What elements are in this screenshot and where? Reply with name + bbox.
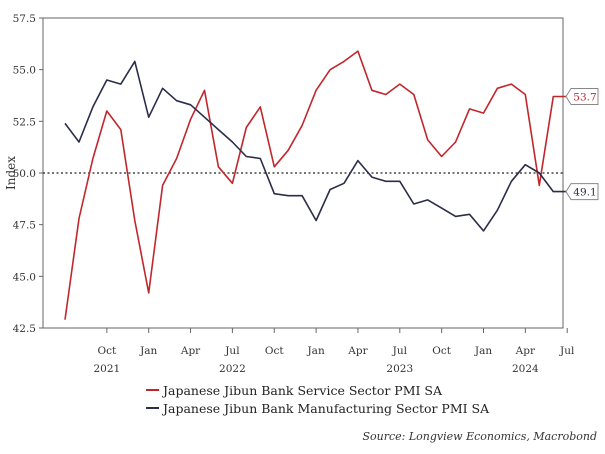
y-tick-label: 47.5 (13, 220, 36, 232)
x-tick-label: Apr (347, 345, 368, 357)
y-tick-label: 42.5 (13, 323, 36, 335)
x-tick-label: Oct (432, 345, 451, 357)
x-tick-label: Apr (180, 345, 201, 357)
last-value-tag (565, 88, 599, 106)
x-tick-label: Jul (224, 345, 240, 357)
y-tick-label: 45.0 (13, 271, 36, 283)
legend-item-service: Japanese Jibun Bank Service Sector PMI S… (146, 383, 442, 398)
service-pmi-line (64, 50, 568, 320)
x-tick-label: Apr (515, 345, 536, 357)
source-note: Source: Longview Economics, Macrobond (362, 430, 597, 443)
x-tick-label: Oct (97, 345, 116, 357)
x-year-label: 2023 (386, 363, 413, 375)
legend-label-service: Japanese Jibun Bank Service Sector PMI S… (163, 383, 443, 398)
x-tick-label: Jan (139, 345, 157, 357)
y-axis-label: Index (4, 156, 18, 190)
x-tick-label: Oct (265, 345, 284, 357)
x-tick-label: Jul (559, 345, 575, 357)
y-tick-label: 55.0 (13, 65, 36, 77)
y-tick-label: 57.5 (13, 13, 36, 25)
x-tick-label: Jan (306, 345, 324, 357)
last-value-tag (565, 183, 599, 201)
chart-area: 42.5 45.0 47.5 50.0 52.5 55.0 57.5 Index Oct 2021… (4, 13, 599, 375)
last-value-label: 49.1 (573, 187, 596, 199)
x-year-label: 2021 (93, 363, 120, 375)
x-tick-label: Jul (392, 345, 408, 357)
y-tick-label: 52.5 (13, 116, 36, 128)
last-value-label: 53.7 (573, 92, 596, 104)
y-tick-label: 50.0 (13, 168, 36, 180)
x-tick-label: Jan (474, 345, 492, 357)
manufacturing-pmi-line (64, 60, 568, 232)
legend-swatch-manufacturing (146, 406, 159, 409)
legend-label-manufacturing: Japanese Jibun Bank Manufacturing Sector… (163, 401, 490, 416)
legend-swatch-service (146, 388, 159, 391)
x-year-label: 2024 (512, 363, 539, 375)
legend-item-manufacturing: Japanese Jibun Bank Manufacturing Sector… (146, 401, 489, 416)
x-year-label: 2022 (219, 363, 246, 375)
